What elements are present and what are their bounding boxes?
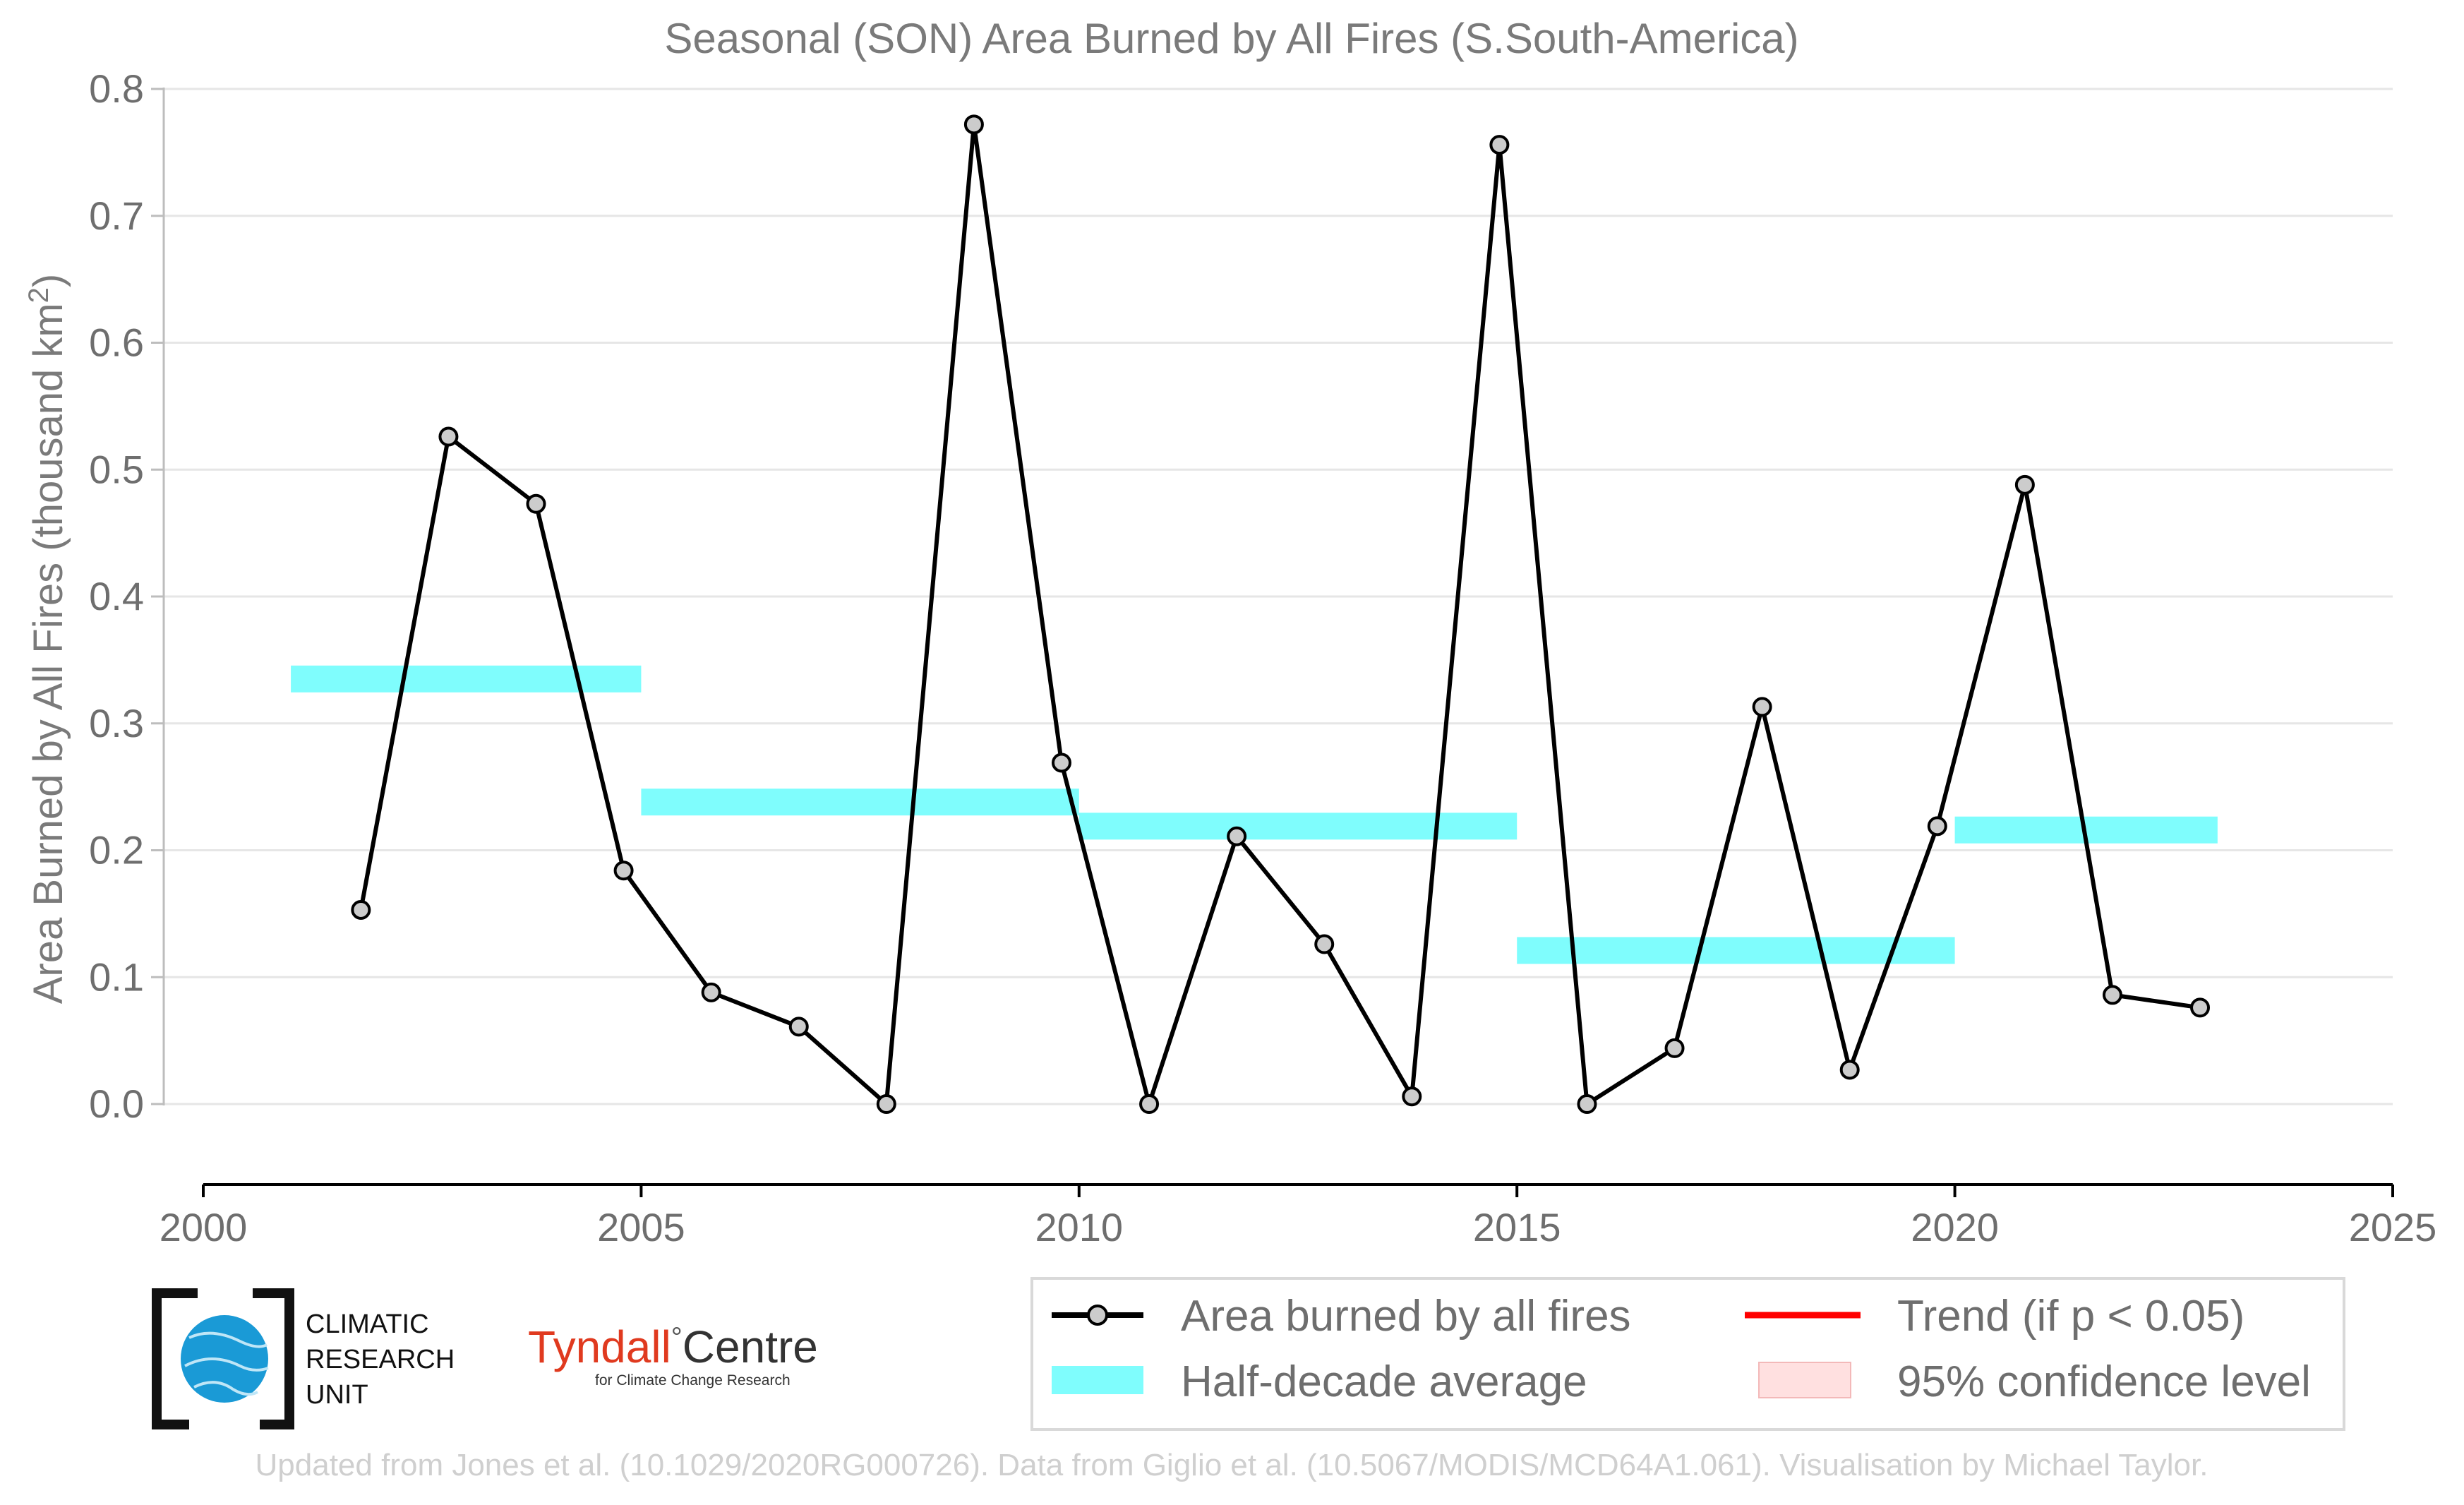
data-point (2014, 474, 2035, 495)
x-tick-label: 2015 (1473, 1205, 1561, 1249)
y-tick-label: 0.8 (89, 66, 144, 111)
data-point (2190, 997, 2211, 1018)
tyndall-logo: Tyndall°Centre for Climate Change Resear… (528, 1321, 818, 1389)
y-axis-label-superscript: 2 (23, 287, 54, 303)
legend-label-trend: Trend (if p < 0.05) (1897, 1292, 2244, 1341)
data-point (1227, 826, 1247, 846)
tyndall-logo-text: Tyndall°Centre (528, 1321, 818, 1372)
y-tick-label: 0.0 (89, 1081, 144, 1126)
series-area-burned (351, 114, 2211, 1114)
x-axis: 2000 2005 2010 2015 2020 2025 (160, 1183, 2437, 1249)
cru-logo-text-3: UNIT (306, 1380, 368, 1410)
data-point (1139, 1094, 1160, 1114)
data-point (1314, 934, 1335, 954)
x-tick-label: 2005 (597, 1205, 685, 1249)
cru-logo-text-2: RESEARCH (306, 1345, 455, 1374)
data-point (1839, 1060, 1860, 1080)
half-decade-bar (1517, 937, 1955, 964)
y-axis: 0.0 0.1 0.2 0.3 0.4 0.5 0.6 0.7 0.8 (89, 66, 165, 1126)
data-point (613, 861, 634, 881)
data-point (1752, 697, 1772, 717)
credit-text: Updated from Jones et al. (10.1029/2020R… (256, 1448, 2208, 1482)
data-point (1664, 1038, 1685, 1058)
legend-label-ci: 95% confidence level (1897, 1357, 2311, 1406)
x-tick-label: 2025 (2349, 1205, 2437, 1249)
tyndall-logo-subtitle: for Climate Change Research (595, 1372, 791, 1389)
y-tick-label: 0.4 (89, 574, 144, 618)
y-tick-label: 0.6 (89, 320, 144, 365)
data-point (876, 1094, 896, 1114)
data-point (2102, 985, 2122, 1005)
y-tick-label: 0.5 (89, 447, 144, 491)
y-tick-label: 0.2 (89, 828, 144, 873)
tyndall-logo-centre: Centre (683, 1321, 818, 1372)
y-tick-label: 0.7 (89, 193, 144, 238)
y-axis-label: Area Burned by All Fires (thousand km2) (23, 274, 71, 1005)
data-point (438, 426, 459, 447)
cru-logo-frame (152, 1288, 294, 1429)
y-axis-label-close: ) (25, 274, 71, 287)
legend-box (1030, 1277, 2345, 1431)
data-point (701, 982, 721, 1002)
data-point (1051, 752, 1071, 773)
data-point (1927, 816, 1947, 837)
data-point (1577, 1094, 1597, 1114)
legend-half-decade-swatch (1052, 1366, 1143, 1394)
data-point (788, 1017, 809, 1037)
cru-logo-text-1: CLIMATIC (306, 1309, 429, 1339)
data-point (1489, 135, 1510, 155)
x-tick-label: 2000 (160, 1205, 248, 1249)
data-point (351, 899, 371, 920)
legend-ci-swatch (1758, 1362, 1851, 1398)
y-tick-label: 0.1 (89, 954, 144, 999)
half-decade-bar (291, 665, 642, 692)
tyndall-logo-degree: ° (671, 1322, 683, 1353)
half-decade-average-bars (291, 665, 2218, 964)
y-axis-label-text: Area Burned by All Fires (thousand km (25, 303, 71, 1004)
x-tick-label: 2010 (1035, 1205, 1124, 1249)
series-line (359, 124, 2201, 1112)
y-tick-label: 0.3 (89, 701, 144, 745)
legend-label-half-decade: Half-decade average (1181, 1357, 1587, 1406)
data-point (963, 114, 984, 135)
x-tick-label: 2020 (1911, 1205, 1999, 1249)
tyndall-logo-word: Tyndall (528, 1321, 671, 1372)
half-decade-bar (641, 789, 1079, 816)
chart-title: Seasonal (SON) Area Burned by All Fires … (664, 15, 1798, 62)
legend-label-area-burned: Area burned by all fires (1181, 1292, 1631, 1341)
globe-contour-lines (184, 1331, 269, 1396)
legend-marker-swatch (1087, 1305, 1108, 1326)
legend: Area burned by all fires Trend (if p < 0… (1030, 1277, 2345, 1431)
data-point (1402, 1086, 1422, 1107)
data-point (526, 493, 546, 514)
cru-logo: CLIMATIC RESEARCH UNIT (152, 1288, 455, 1429)
half-decade-bar (1078, 813, 1518, 840)
grid-lines (164, 88, 2393, 1105)
